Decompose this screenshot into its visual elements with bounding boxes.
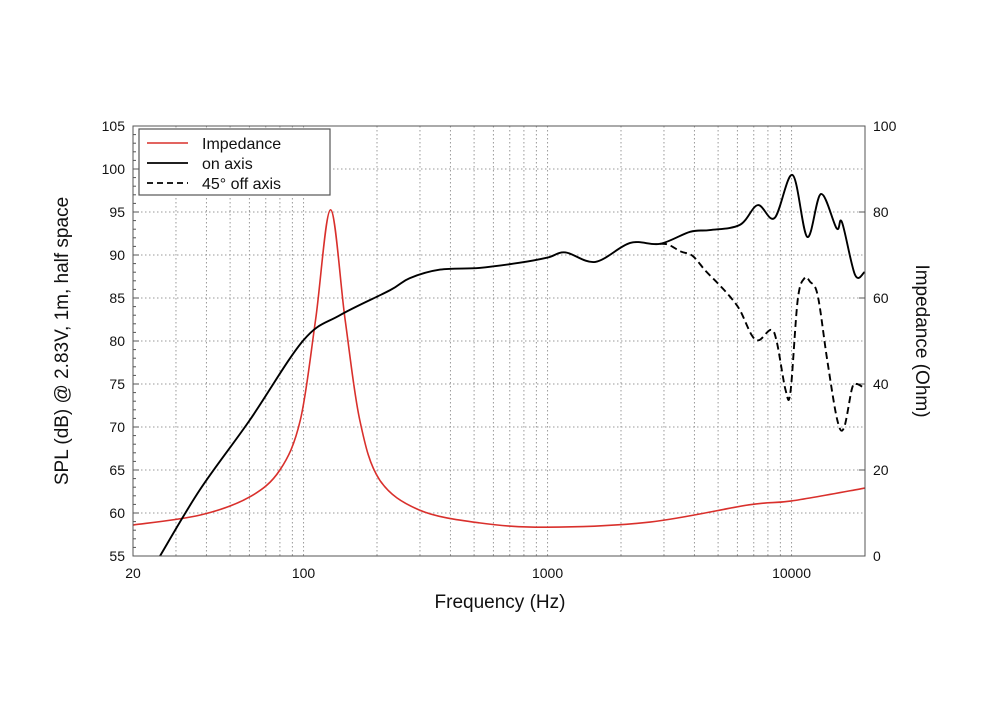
y-tick-label: 95 (109, 204, 125, 220)
y2-tick-label: 100 (873, 118, 897, 134)
plot-frame (132, 125, 866, 557)
y-tick-label: 90 (109, 247, 125, 263)
series-line-impedance (132, 209, 866, 528)
ticks: 55 60 65 70 75 80 85 90 95 100 105 0 20 40 60 80 100 20 10… (102, 118, 897, 581)
y-tick-label: 75 (109, 376, 125, 392)
y2-tick-label: 0 (873, 548, 881, 564)
x-axis-label: Frequency (Hz) (435, 592, 566, 613)
y-tick-label: 65 (109, 462, 125, 478)
legend-label-on-axis: on axis (202, 156, 253, 173)
series-line-45-off-axis (659, 242, 865, 432)
legend: Impedance on axis 45° off axis (138, 128, 331, 196)
y2-axis-label: Impedance (Ohm) (911, 264, 932, 417)
y-tick-label: 80 (109, 333, 125, 349)
legend-box (138, 128, 331, 196)
legend-label-off-axis: 45° off axis (202, 176, 281, 193)
y-tick-label: 60 (109, 505, 125, 521)
y-tick-label: 100 (102, 161, 126, 177)
x-tick-label: 10000 (772, 565, 811, 581)
y-axis-label: SPL (dB) @ 2.83V, 1m, half space (52, 197, 73, 485)
y-tick-label: 105 (102, 118, 126, 134)
x-tick-label: 100 (292, 565, 316, 581)
y2-tick-label: 80 (873, 204, 889, 220)
y-tick-label: 70 (109, 419, 125, 435)
y2-tick-label: 40 (873, 376, 889, 392)
y2-tick-label: 20 (873, 462, 889, 478)
legend-label-impedance: Impedance (202, 136, 281, 153)
curves (132, 174, 866, 557)
y-tick-label: 85 (109, 290, 125, 306)
y2-tick-label: 60 (873, 290, 889, 306)
y-tick-label: 55 (109, 548, 125, 564)
x-tick-label: 20 (125, 565, 141, 581)
x-tick-label: 1000 (532, 565, 563, 581)
series-line-on-axis (159, 174, 866, 557)
